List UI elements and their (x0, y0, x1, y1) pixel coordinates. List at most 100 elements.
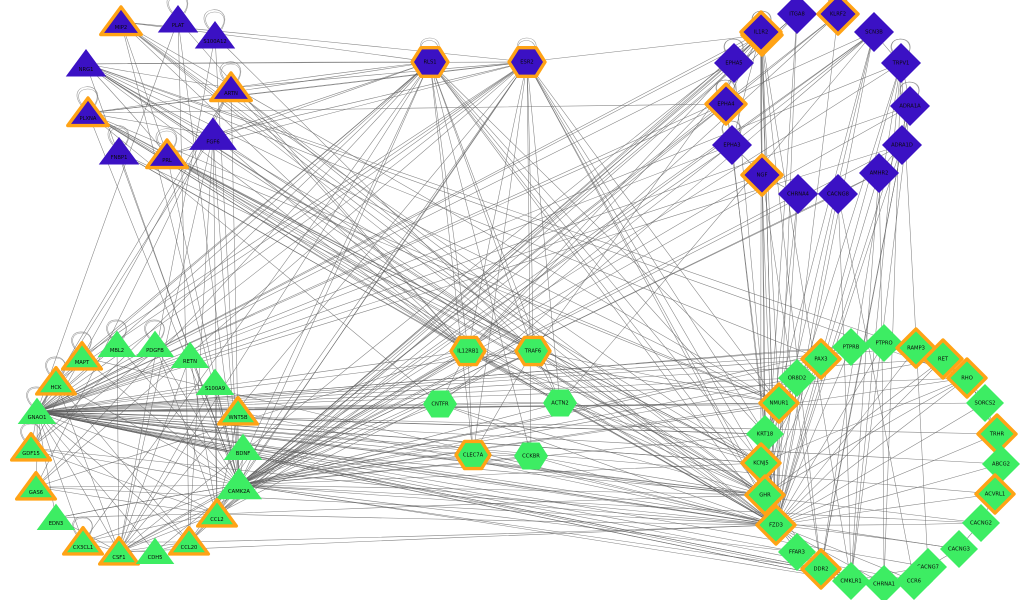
graph-node-epha4[interactable]: EPHA4 (704, 82, 748, 126)
node-shape[interactable] (816, 0, 860, 36)
graph-node-ccr6[interactable]: CCR6 (895, 562, 933, 600)
node-shape[interactable] (882, 125, 922, 165)
node-shape[interactable] (746, 415, 784, 453)
graph-node-rls1[interactable]: RLS1 (410, 45, 450, 79)
node-shape[interactable] (223, 433, 263, 460)
graph-node-ccl2[interactable]: CCL2 (195, 497, 239, 528)
node-shape[interactable] (14, 470, 58, 501)
node-shape[interactable] (216, 467, 262, 500)
graph-node-cdh5[interactable]: CDH5 (135, 537, 175, 564)
node-shape[interactable] (195, 368, 235, 395)
node-shape[interactable] (189, 117, 237, 150)
graph-node-sorcs2[interactable]: SORCS2 (966, 384, 1004, 422)
node-shape[interactable] (744, 474, 786, 516)
node-shape[interactable] (982, 445, 1020, 483)
node-shape[interactable] (800, 548, 842, 590)
graph-node-esr2[interactable]: ESR2 (507, 45, 547, 79)
graph-node-retn[interactable]: RETN (170, 341, 210, 368)
graph-node-gdf15[interactable]: GDF15 (9, 431, 53, 462)
node-shape[interactable] (36, 503, 76, 530)
node-shape[interactable] (194, 20, 236, 49)
graph-node-ddr2[interactable]: DDR2 (800, 548, 842, 590)
node-shape[interactable] (9, 431, 53, 462)
graph-node-mapt[interactable]: MAPT (60, 340, 104, 371)
node-shape[interactable] (974, 473, 1016, 515)
graph-node-ptprb[interactable]: PTPRB (832, 328, 870, 366)
node-shape[interactable] (704, 82, 748, 126)
node-shape[interactable] (514, 335, 552, 367)
graph-node-cckbr[interactable]: CCKBR (514, 442, 548, 470)
node-shape[interactable] (777, 0, 817, 34)
graph-node-fgf6[interactable]: FGF6 (189, 117, 237, 150)
graph-node-abcg2[interactable]: ABCG2 (982, 445, 1020, 483)
node-shape[interactable] (449, 335, 487, 367)
node-shape[interactable] (135, 537, 175, 564)
graph-node-amhr2[interactable]: AMHR2 (859, 153, 899, 193)
graph-node-cacng2[interactable]: CACNG2 (962, 504, 1000, 542)
node-shape[interactable] (881, 43, 921, 83)
graph-node-acvrl1[interactable]: ACVRL1 (974, 473, 1016, 515)
node-shape[interactable] (778, 533, 816, 571)
graph-node-s100a12[interactable]: S100A12 (194, 20, 236, 49)
graph-node-itga8[interactable]: ITGA8 (777, 0, 817, 34)
node-shape[interactable] (740, 153, 784, 197)
graph-node-nrg1[interactable]: NRG1 (65, 48, 107, 77)
graph-node-fnbp1[interactable]: FNBP1 (98, 136, 140, 165)
graph-node-csf1[interactable]: CSF1 (97, 535, 141, 566)
node-shape[interactable] (135, 330, 175, 357)
node-shape[interactable] (99, 5, 143, 37)
node-shape[interactable] (966, 384, 1004, 422)
node-shape[interactable] (739, 10, 783, 54)
node-shape[interactable] (66, 96, 110, 128)
node-shape[interactable] (514, 442, 548, 470)
graph-node-chrna1[interactable]: CHRNA1 (865, 565, 903, 600)
node-shape[interactable] (778, 359, 816, 397)
node-shape[interactable] (946, 357, 988, 399)
graph-node-cacng3[interactable]: CACNG3 (940, 530, 978, 568)
node-shape[interactable] (97, 535, 141, 566)
node-shape[interactable] (758, 382, 800, 424)
node-shape[interactable] (859, 153, 899, 193)
graph-node-il12rb1[interactable]: IL12RB1 (449, 335, 487, 367)
graph-node-plxna[interactable]: PLXNA (66, 96, 110, 128)
graph-node-ptpro[interactable]: PTPRO (865, 324, 903, 362)
node-shape[interactable] (170, 341, 210, 368)
graph-node-adra1d[interactable]: ADRA1D (882, 125, 922, 165)
node-shape[interactable] (922, 338, 964, 380)
graph-node-prl[interactable]: PRL (145, 138, 189, 170)
graph-node-ffar3[interactable]: FFAR3 (778, 533, 816, 571)
graph-node-traf6[interactable]: TRAF6 (514, 335, 552, 367)
graph-node-cx3cl1[interactable]: CX3CL1 (61, 525, 105, 556)
graph-node-scn3b[interactable]: SCN3B (854, 12, 894, 52)
node-shape[interactable] (60, 340, 104, 371)
graph-node-chrna4[interactable]: CHRNA4 (778, 174, 818, 214)
graph-node-trpv1[interactable]: TRPV1 (881, 43, 921, 83)
node-shape[interactable] (714, 43, 754, 83)
graph-node-ccl20[interactable]: CCL20 (167, 525, 211, 556)
node-shape[interactable] (423, 390, 457, 418)
graph-node-pdgfb[interactable]: PDGFB (135, 330, 175, 357)
graph-node-s100a9[interactable]: S100A9 (195, 368, 235, 395)
graph-node-bdnf[interactable]: BDNF (223, 433, 263, 460)
graph-node-krt18[interactable]: KRT18 (746, 415, 784, 453)
node-shape[interactable] (865, 565, 903, 600)
node-shape[interactable] (195, 497, 239, 528)
node-shape[interactable] (895, 562, 933, 600)
graph-node-ret[interactable]: RET (922, 338, 964, 380)
graph-node-klrf2[interactable]: KLRF2 (816, 0, 860, 36)
node-shape[interactable] (145, 138, 189, 170)
graph-node-clec7a[interactable]: CLEC7A (454, 439, 492, 471)
node-shape[interactable] (507, 45, 547, 79)
node-shape[interactable] (890, 86, 930, 126)
node-shape[interactable] (97, 330, 137, 357)
graph-node-cntfr[interactable]: CNTFR (423, 390, 457, 418)
node-shape[interactable] (61, 525, 105, 556)
graph-node-pax3[interactable]: PAX3 (800, 338, 842, 380)
graph-node-epha3[interactable]: EPHA3 (712, 125, 752, 165)
graph-node-cmklr1[interactable]: CMKLR1 (832, 562, 870, 600)
graph-node-nmur1[interactable]: NMUR1 (758, 382, 800, 424)
graph-node-fzd3[interactable]: FZD3 (755, 504, 797, 546)
node-shape[interactable] (454, 439, 492, 471)
node-shape[interactable] (712, 125, 752, 165)
